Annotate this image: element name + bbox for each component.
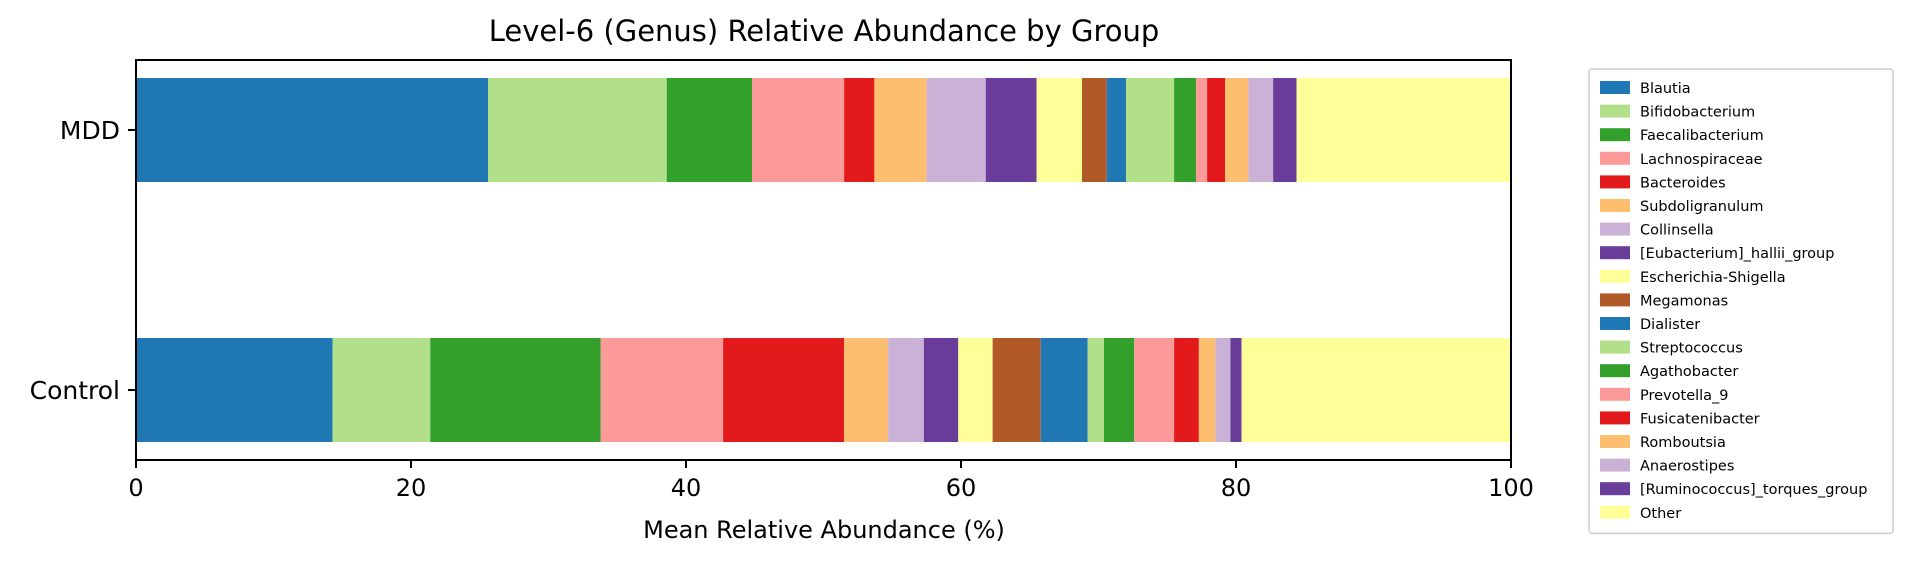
bar-control-1: [332, 338, 431, 442]
bar-mdd-2: [666, 78, 752, 182]
legend-label: Fusicatenibacter: [1640, 411, 1760, 427]
bar-control-17: [1230, 338, 1242, 442]
y-tick-label-control: Control: [30, 376, 120, 405]
bar-mdd-10: [1106, 78, 1126, 182]
legend-label: Collinsella: [1640, 223, 1714, 239]
legend-swatch: [1600, 482, 1630, 496]
legend-swatch: [1600, 175, 1630, 189]
chart-title: Level-6 (Genus) Relative Abundance by Gr…: [489, 14, 1160, 48]
bar-control-12: [1104, 338, 1135, 442]
bar-mdd-18: [1296, 78, 1511, 182]
legend-label: Subdoligranulum: [1640, 199, 1764, 215]
y-tick-label-mdd: MDD: [60, 116, 120, 145]
legend-label: Other: [1640, 506, 1681, 522]
y-axis: MDD Control: [30, 116, 136, 405]
bar-control-7: [923, 338, 959, 442]
bar-mdd-11: [1126, 78, 1175, 182]
legend-swatch: [1600, 199, 1630, 212]
bar-mdd-3: [752, 78, 845, 182]
legend-label: [Eubacterium]_hallii_group: [1640, 246, 1834, 262]
bar-mdd-17: [1273, 78, 1297, 182]
x-axis: 0 20 40 60 80 100: [128, 460, 1534, 502]
bar-control-5: [844, 338, 889, 442]
bar-mdd-12: [1174, 78, 1197, 182]
legend-label: Streptococcus: [1640, 341, 1743, 357]
legend-swatch: [1600, 458, 1630, 472]
legend-swatch: [1600, 246, 1630, 260]
x-tick-label: 40: [671, 474, 702, 502]
bar-mdd-4: [844, 78, 875, 182]
legend-label: Faecalibacterium: [1640, 128, 1764, 144]
bar-mdd-7: [985, 78, 1037, 182]
bar-mdd-9: [1082, 78, 1107, 182]
plot-frame: [135, 59, 1512, 461]
x-tick-label: 80: [1221, 474, 1252, 502]
legend-swatch: [1600, 364, 1630, 378]
bar-mdd-5: [874, 78, 927, 182]
bar-mdd-16: [1248, 78, 1274, 182]
legend-box: [1588, 68, 1894, 535]
legend-label: Escherichia-Shigella: [1640, 270, 1786, 286]
legend-label: Lachnospiraceae: [1640, 152, 1763, 168]
bar-mdd-0: [136, 78, 488, 182]
legend-label: Prevotella_9: [1640, 388, 1729, 404]
x-axis-label: Mean Relative Abundance (%): [643, 516, 1005, 544]
bar-control-11: [1087, 338, 1104, 442]
legend-swatch: [1600, 340, 1630, 354]
bar-control-14: [1174, 338, 1199, 442]
legend-swatch: [1600, 505, 1630, 519]
bar-control-4: [723, 338, 845, 442]
x-tick-label: 0: [128, 474, 143, 502]
legend-swatch: [1600, 104, 1630, 118]
legend-swatch: [1600, 317, 1630, 330]
bar-control-15: [1198, 338, 1216, 442]
legend-label: Dialister: [1640, 317, 1700, 333]
bar-control-6: [888, 338, 924, 442]
bar-control-2: [430, 338, 601, 442]
legend-label: Bacteroides: [1640, 175, 1726, 191]
bar-control-9: [992, 338, 1041, 442]
bar-control-3: [600, 338, 724, 442]
x-tick-label: 20: [396, 474, 427, 502]
x-tick-label: 60: [946, 474, 977, 502]
legend-swatch: [1600, 387, 1630, 401]
legend-swatch: [1600, 151, 1630, 165]
legend-label: Bifidobacterium: [1640, 105, 1755, 121]
legend: Blautia Bifidobacterium Faecalibacterium La…: [1588, 68, 1894, 535]
legend-label: [Ruminococcus]_torques_group: [1640, 482, 1867, 498]
bar-control-18: [1241, 338, 1511, 442]
plot-area: [136, 78, 1511, 442]
legend-swatch: [1600, 411, 1630, 425]
legend-swatch: [1600, 81, 1630, 94]
legend-swatch: [1600, 128, 1630, 142]
x-tick-label: 100: [1488, 474, 1534, 502]
bar-control-16: [1215, 338, 1231, 442]
legend-label: Agathobacter: [1640, 364, 1738, 380]
bar-mdd-8: [1036, 78, 1082, 182]
bar-control-13: [1134, 338, 1175, 442]
legend-swatch: [1600, 293, 1630, 307]
bar-control-10: [1040, 338, 1088, 442]
bar-mdd-13: [1196, 78, 1208, 182]
bar-mdd-15: [1225, 78, 1249, 182]
legend-swatch: [1600, 435, 1630, 448]
legend-label: Romboutsia: [1640, 435, 1726, 451]
legend-label: Anaerostipes: [1640, 459, 1734, 475]
bar-mdd-1: [488, 78, 667, 182]
bar-mdd-6: [926, 78, 986, 182]
bar-mdd-14: [1207, 78, 1225, 182]
legend-label: Blautia: [1640, 81, 1691, 97]
legend-label: Megamonas: [1640, 293, 1728, 309]
bar-control-0: [136, 338, 333, 442]
legend-swatch: [1600, 269, 1630, 283]
legend-swatch: [1600, 222, 1630, 236]
bar-control-8: [958, 338, 993, 442]
